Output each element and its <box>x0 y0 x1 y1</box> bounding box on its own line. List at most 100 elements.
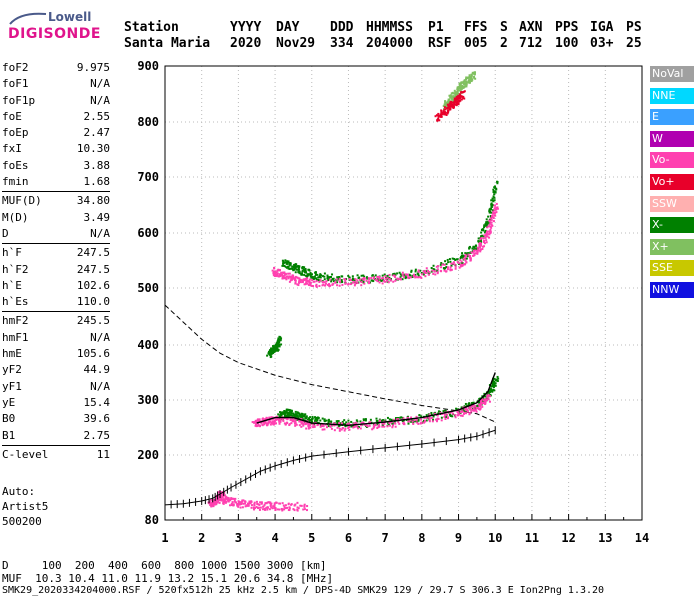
param-row: foEs 3.88 <box>2 158 110 174</box>
echo-point <box>417 270 420 273</box>
echo-point <box>308 269 311 272</box>
echo-point <box>466 255 469 258</box>
echo-point <box>270 348 273 351</box>
echo-point <box>455 102 458 105</box>
header-value: 03+ <box>590 36 614 51</box>
legend-item: W <box>650 130 694 147</box>
echo-point <box>378 419 381 422</box>
echo-point <box>302 418 305 421</box>
echo-point <box>446 413 449 416</box>
echo-point <box>437 112 440 115</box>
param-key: hmE <box>2 347 22 361</box>
param-value: 3.49 <box>83 210 111 224</box>
echo-point <box>474 77 477 80</box>
echo-point <box>289 279 292 282</box>
echo-point <box>287 272 290 275</box>
echo-point <box>480 242 483 245</box>
param-key: MUF(D) <box>2 194 42 208</box>
echo-point <box>300 418 303 421</box>
header-label: P1 <box>428 20 444 35</box>
echo-point <box>488 219 491 222</box>
echo-point <box>446 417 449 420</box>
param-key: yF1 <box>2 379 22 393</box>
echo-point <box>437 417 440 420</box>
header-value: Santa Maria <box>124 36 211 51</box>
echo-point <box>403 273 406 276</box>
echo-point <box>255 500 258 503</box>
echo-point <box>430 417 433 420</box>
echo-point <box>465 83 468 86</box>
echo-point <box>422 270 425 273</box>
echo-point <box>288 506 291 509</box>
legend-item: X+ <box>650 238 694 255</box>
echo-point <box>493 214 496 217</box>
echo-point <box>317 276 320 279</box>
echo-point <box>448 106 451 109</box>
echo-point <box>276 273 279 276</box>
echo-point <box>277 339 280 342</box>
echo-point <box>495 378 498 381</box>
echo-point <box>363 277 366 280</box>
echo-point <box>323 272 326 275</box>
echo-point <box>341 427 344 430</box>
echo-point <box>330 427 333 430</box>
echo-point <box>276 340 279 343</box>
echo-point <box>378 275 381 278</box>
echo-point <box>287 502 290 505</box>
echo-point <box>262 505 265 508</box>
echo-point <box>485 223 488 226</box>
echo-point <box>208 500 211 503</box>
echo-point <box>218 501 221 504</box>
echo-point <box>447 111 450 114</box>
echo-point <box>465 85 468 88</box>
echo-point <box>264 502 267 505</box>
echo-point <box>284 414 287 417</box>
digisonde-logo: Lowell DIGISONDE <box>8 10 120 50</box>
echo-point <box>431 420 434 423</box>
echo-point <box>388 424 391 427</box>
echo-point <box>461 409 464 412</box>
echo-point <box>490 215 493 218</box>
echo-point <box>491 199 494 202</box>
echo-point <box>272 270 275 273</box>
echo-point <box>450 104 453 107</box>
echo-point <box>287 276 290 279</box>
echo-point <box>218 490 221 493</box>
echo-point <box>296 411 299 414</box>
echo-point <box>396 417 399 420</box>
legend-item: E <box>650 109 694 126</box>
echo-point <box>469 257 472 260</box>
echo-point <box>468 74 471 77</box>
echo-point <box>464 80 467 83</box>
echo-point <box>263 503 266 506</box>
echo-point <box>338 277 341 280</box>
echo-point <box>474 71 477 74</box>
echo-point <box>301 414 304 417</box>
echo-point <box>483 224 486 227</box>
echo-point <box>273 348 276 351</box>
echo-point <box>483 392 486 395</box>
param-row: hmF2 245.5 <box>2 313 110 329</box>
echo-point <box>489 232 492 235</box>
echo-point <box>368 282 371 285</box>
echo-point <box>464 83 467 86</box>
echo-point <box>442 105 445 108</box>
echo-point <box>278 269 281 272</box>
echo-point <box>433 268 436 271</box>
echo-point <box>374 274 377 277</box>
echo-point <box>319 276 322 279</box>
echo-point <box>425 271 428 274</box>
echo-point <box>452 101 455 104</box>
echo-point <box>394 276 397 279</box>
echo-point <box>215 499 218 502</box>
echo-point <box>490 199 493 202</box>
echo-point <box>348 276 351 279</box>
echo-point <box>297 265 300 268</box>
echo-point <box>367 277 370 280</box>
echo-point <box>481 398 484 401</box>
echo-point <box>478 400 481 403</box>
echo-point <box>399 278 402 281</box>
y-tick-label: 700 <box>137 170 159 184</box>
echo-point <box>437 114 440 117</box>
echo-point <box>446 258 449 261</box>
